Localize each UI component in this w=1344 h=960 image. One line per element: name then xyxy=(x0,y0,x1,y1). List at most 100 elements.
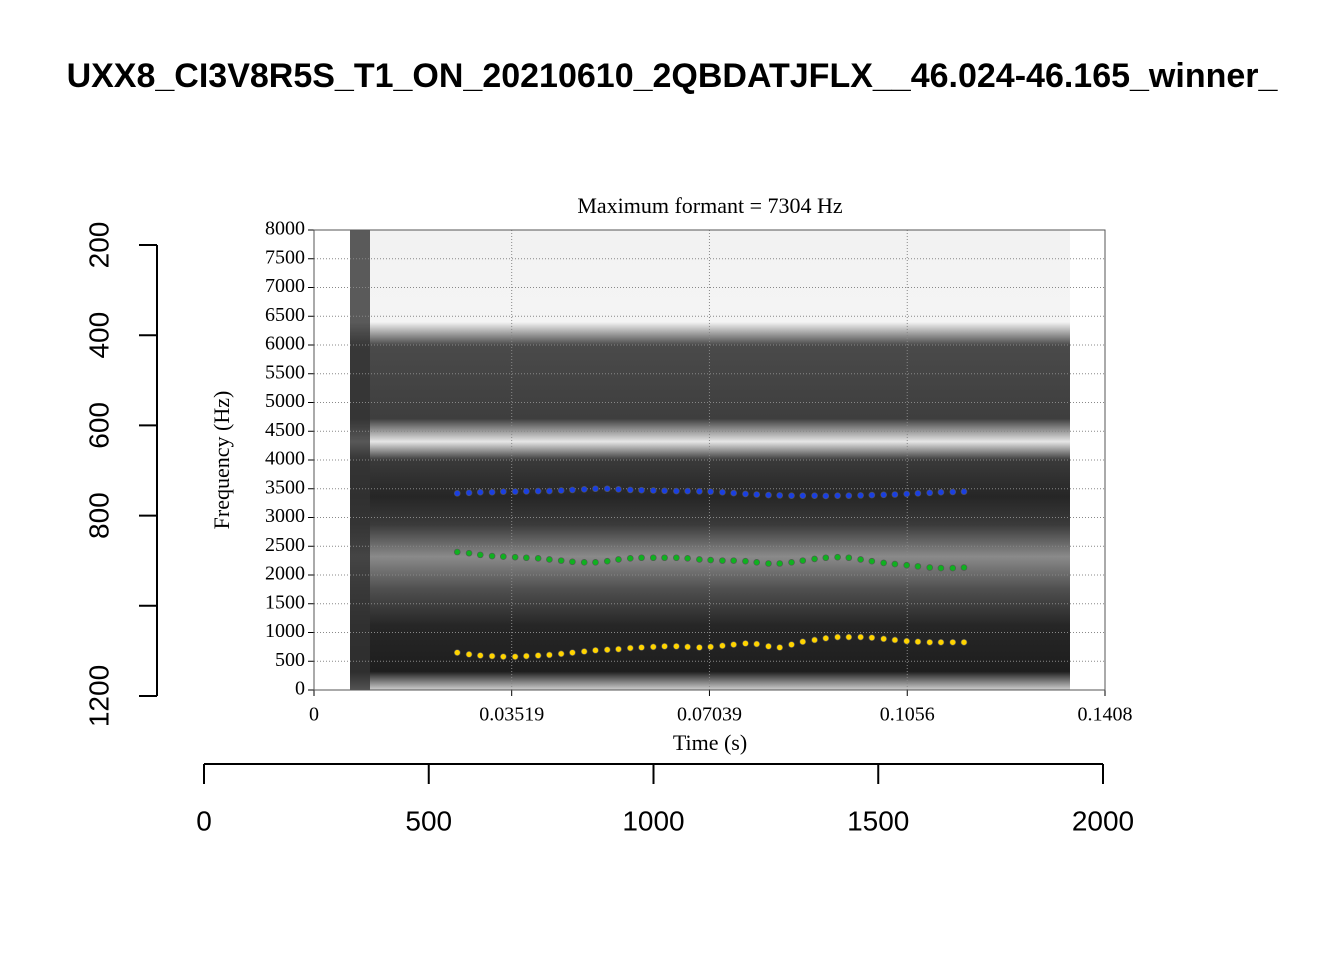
formant-point xyxy=(765,560,772,567)
y-tick-label: 1200 xyxy=(83,665,114,727)
formant-point xyxy=(684,643,691,651)
plot-title: Maximum formant = 7304 Hz xyxy=(577,193,843,218)
formant-point xyxy=(546,556,553,563)
formant-point xyxy=(799,557,807,564)
formant-point xyxy=(788,641,795,648)
formant-point xyxy=(673,642,680,650)
formant-point xyxy=(511,653,519,660)
formant-point xyxy=(742,557,749,565)
formant-point xyxy=(753,559,760,566)
y-tick-label: 4500 xyxy=(265,419,305,441)
formant-point xyxy=(834,553,841,561)
formant-point xyxy=(960,638,968,646)
formant-point xyxy=(673,554,680,562)
x-tick-label: 0.1408 xyxy=(1078,704,1133,726)
formant-point xyxy=(753,491,760,498)
formant-point xyxy=(822,492,830,500)
formant-point xyxy=(488,488,496,496)
formant-point xyxy=(937,564,945,572)
formant-point xyxy=(557,650,565,658)
formant-point xyxy=(661,554,668,562)
formant-point xyxy=(511,553,519,561)
formant-point xyxy=(719,642,726,650)
formant-point xyxy=(822,634,830,642)
formant-point xyxy=(742,490,749,498)
formant-point xyxy=(776,492,784,499)
formant-point xyxy=(880,635,887,643)
formant-point xyxy=(949,488,957,496)
formant-point xyxy=(937,638,945,646)
y-tick-label: 2500 xyxy=(265,534,305,556)
formant-point xyxy=(891,491,899,498)
y-tick-label: 7500 xyxy=(265,246,305,268)
formant-point xyxy=(765,491,772,499)
formant-point xyxy=(707,643,714,651)
outer-title: UXX8_CI3V8R5S_T1_ON_20210610_2QBDATJFLX_… xyxy=(67,57,1279,95)
formant-point xyxy=(903,561,910,569)
formant-point xyxy=(603,557,611,565)
formant-point xyxy=(453,548,461,556)
formant-point xyxy=(673,487,680,495)
formant-point xyxy=(476,488,484,496)
formant-point xyxy=(626,486,634,494)
formant-point xyxy=(719,488,726,496)
y-tick-label: 7000 xyxy=(265,275,305,297)
formant-point xyxy=(534,487,542,495)
formant-point xyxy=(603,485,611,493)
formant-point xyxy=(638,486,645,494)
formant-point xyxy=(661,642,668,650)
formant-point xyxy=(615,556,622,563)
x-tick-label: 1000 xyxy=(622,805,684,836)
y-tick-label: 600 xyxy=(83,402,114,449)
formant-point xyxy=(960,488,968,495)
formant-point xyxy=(592,485,599,493)
formant-point xyxy=(650,487,657,494)
y-tick-label: 8000 xyxy=(265,218,305,240)
x-tick-label: 0.07039 xyxy=(677,704,742,726)
formant-point xyxy=(580,648,588,655)
formant-point xyxy=(500,653,507,660)
formant-point xyxy=(811,555,818,563)
formant-point xyxy=(914,490,922,497)
x-tick-label: 0.1056 xyxy=(880,704,935,726)
formant-point xyxy=(557,557,565,564)
formant-point xyxy=(465,651,473,658)
x-tick-label: 2000 xyxy=(1072,805,1134,836)
formant-point xyxy=(799,638,807,646)
y-tick-label: 6500 xyxy=(265,304,305,326)
formant-point xyxy=(534,555,542,562)
formant-point xyxy=(453,490,461,497)
formant-point xyxy=(696,644,703,651)
formant-point xyxy=(926,489,934,497)
y-tick-label: 800 xyxy=(83,492,114,539)
formant-point xyxy=(765,642,772,650)
formant-point xyxy=(707,556,714,564)
formant-point xyxy=(661,487,668,495)
formant-point xyxy=(476,652,484,659)
formant-point xyxy=(511,488,519,495)
formant-point xyxy=(845,492,853,499)
formant-point xyxy=(488,552,496,560)
y-tick-label: 0 xyxy=(295,678,305,700)
y-tick-label: 1500 xyxy=(265,591,305,613)
formant-point xyxy=(926,638,934,646)
formant-point xyxy=(696,556,703,563)
formant-point xyxy=(707,488,714,495)
formant-point xyxy=(788,559,795,566)
formant-point xyxy=(903,637,910,645)
formant-point xyxy=(569,486,576,494)
formant-point xyxy=(580,559,588,566)
formant-point xyxy=(500,553,507,560)
y-tick-label: 5000 xyxy=(265,390,305,412)
x-axis-label: Time (s) xyxy=(673,730,747,755)
formant-point xyxy=(626,555,634,562)
formant-point xyxy=(811,636,818,644)
x-tick-label: 0.03519 xyxy=(479,704,544,726)
formant-point xyxy=(592,559,599,566)
formant-point xyxy=(949,564,957,572)
y-tick-label: 200 xyxy=(83,222,114,269)
y-tick-label: 2000 xyxy=(265,563,305,585)
formant-point xyxy=(626,644,634,652)
